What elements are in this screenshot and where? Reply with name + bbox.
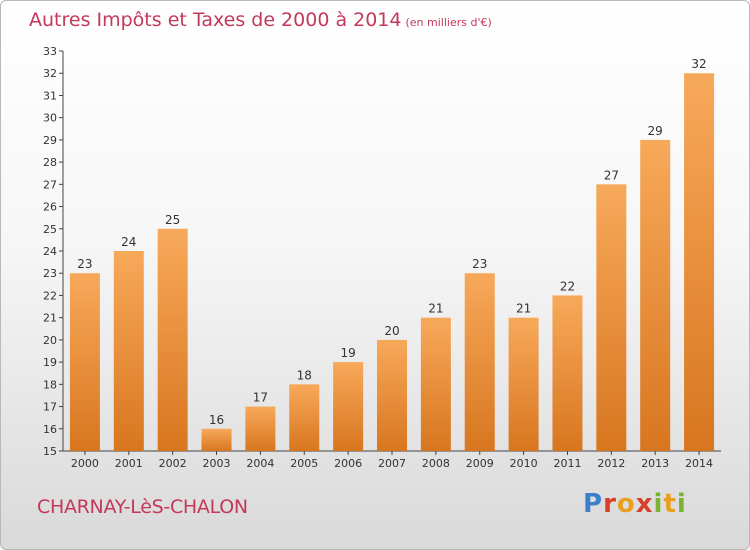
bar-value-label: 29 [648, 124, 663, 138]
y-tick-label: 22 [43, 289, 57, 302]
commune-name: CHARNAY-LèS-CHALON [37, 496, 248, 518]
bar-value-label: 25 [165, 213, 180, 227]
chart-unit: (en milliers d'€) [405, 16, 492, 29]
bar-value-label: 16 [209, 413, 224, 427]
bar-value-label: 17 [253, 391, 268, 405]
x-tick-label: 2003 [203, 457, 231, 470]
x-axis: 2000 2001 2002 2003 2004 2005 2006 2007 2008 2009… [63, 450, 721, 470]
chart-title: Autres Impôts et Taxes de 2000 à 2014 (en… [29, 9, 492, 31]
x-tick-label: 2004 [246, 457, 274, 470]
y-tick-label: 20 [43, 334, 57, 347]
x-tick-label: 2007 [378, 457, 406, 470]
y-tick-label: 27 [43, 178, 57, 191]
bar-value-label: 27 [604, 168, 619, 182]
x-tick-label: 2014 [685, 457, 713, 470]
y-tick-label: 24 [43, 245, 57, 258]
y-tick-label: 26 [43, 201, 57, 214]
bar [508, 317, 539, 451]
bar [377, 339, 407, 451]
y-tick-label: 29 [43, 134, 57, 147]
y-tick-label: 15 [43, 445, 57, 458]
bar [289, 384, 320, 451]
bar-value-label: 21 [516, 302, 531, 316]
bar [552, 295, 583, 451]
bar-value-label: 18 [297, 368, 312, 382]
y-tick-label: 32 [43, 67, 57, 80]
proxiti-logo: Proxiti [583, 489, 687, 519]
bar-value-label: 21 [428, 302, 443, 316]
x-tick-label: 2001 [115, 457, 143, 470]
y-tick-label: 16 [43, 423, 57, 436]
y-tick-label: 30 [43, 112, 57, 125]
bar [201, 428, 232, 451]
x-tick-label: 2013 [641, 457, 669, 470]
y-tick-label: 18 [43, 378, 57, 391]
y-tick-label: 19 [43, 356, 57, 369]
x-tick-label: 2008 [422, 457, 450, 470]
x-tick-label: 2010 [510, 457, 538, 470]
bar [684, 73, 715, 451]
y-tick-label: 25 [43, 223, 57, 236]
bar [69, 273, 100, 451]
y-tick-label: 17 [43, 401, 57, 414]
x-tick-label: 2000 [71, 457, 99, 470]
x-tick-label: 2012 [597, 457, 625, 470]
x-tick-label: 2006 [334, 457, 362, 470]
x-tick-label: 2005 [290, 457, 318, 470]
x-tick-label: 2009 [466, 457, 494, 470]
bar-value-label: 20 [384, 324, 399, 338]
x-tick-label: 2011 [553, 457, 581, 470]
bar [640, 139, 671, 451]
bar [596, 184, 627, 452]
y-tick-label: 21 [43, 312, 57, 325]
bar-value-label: 23 [472, 257, 487, 271]
bar-labels: 23 24 25 16 17 18 19 20 21 23 21 22 27 29 32 [77, 57, 706, 427]
bar [464, 273, 495, 451]
x-tick-label: 2002 [159, 457, 187, 470]
bar [333, 362, 364, 451]
y-tick-label: 31 [43, 89, 57, 102]
bars [69, 73, 715, 452]
bar-value-label: 22 [560, 279, 575, 293]
y-axis: 15 16 17 18 19 20 21 22 23 24 25 26 27 28 29 30 31 32 33 [43, 45, 64, 458]
bar-value-label: 23 [77, 257, 92, 271]
bar-value-label: 24 [121, 235, 136, 249]
bar [157, 228, 188, 451]
y-tick-label: 28 [43, 156, 57, 169]
bar [420, 317, 451, 451]
chart-title-text: Autres Impôts et Taxes de 2000 à 2014 [29, 9, 402, 31]
y-tick-label: 33 [43, 45, 57, 58]
y-tick-label: 23 [43, 267, 57, 280]
bar-value-label: 19 [340, 346, 355, 360]
bar [245, 406, 276, 451]
bar-value-label: 32 [691, 57, 706, 71]
bar [113, 251, 144, 451]
